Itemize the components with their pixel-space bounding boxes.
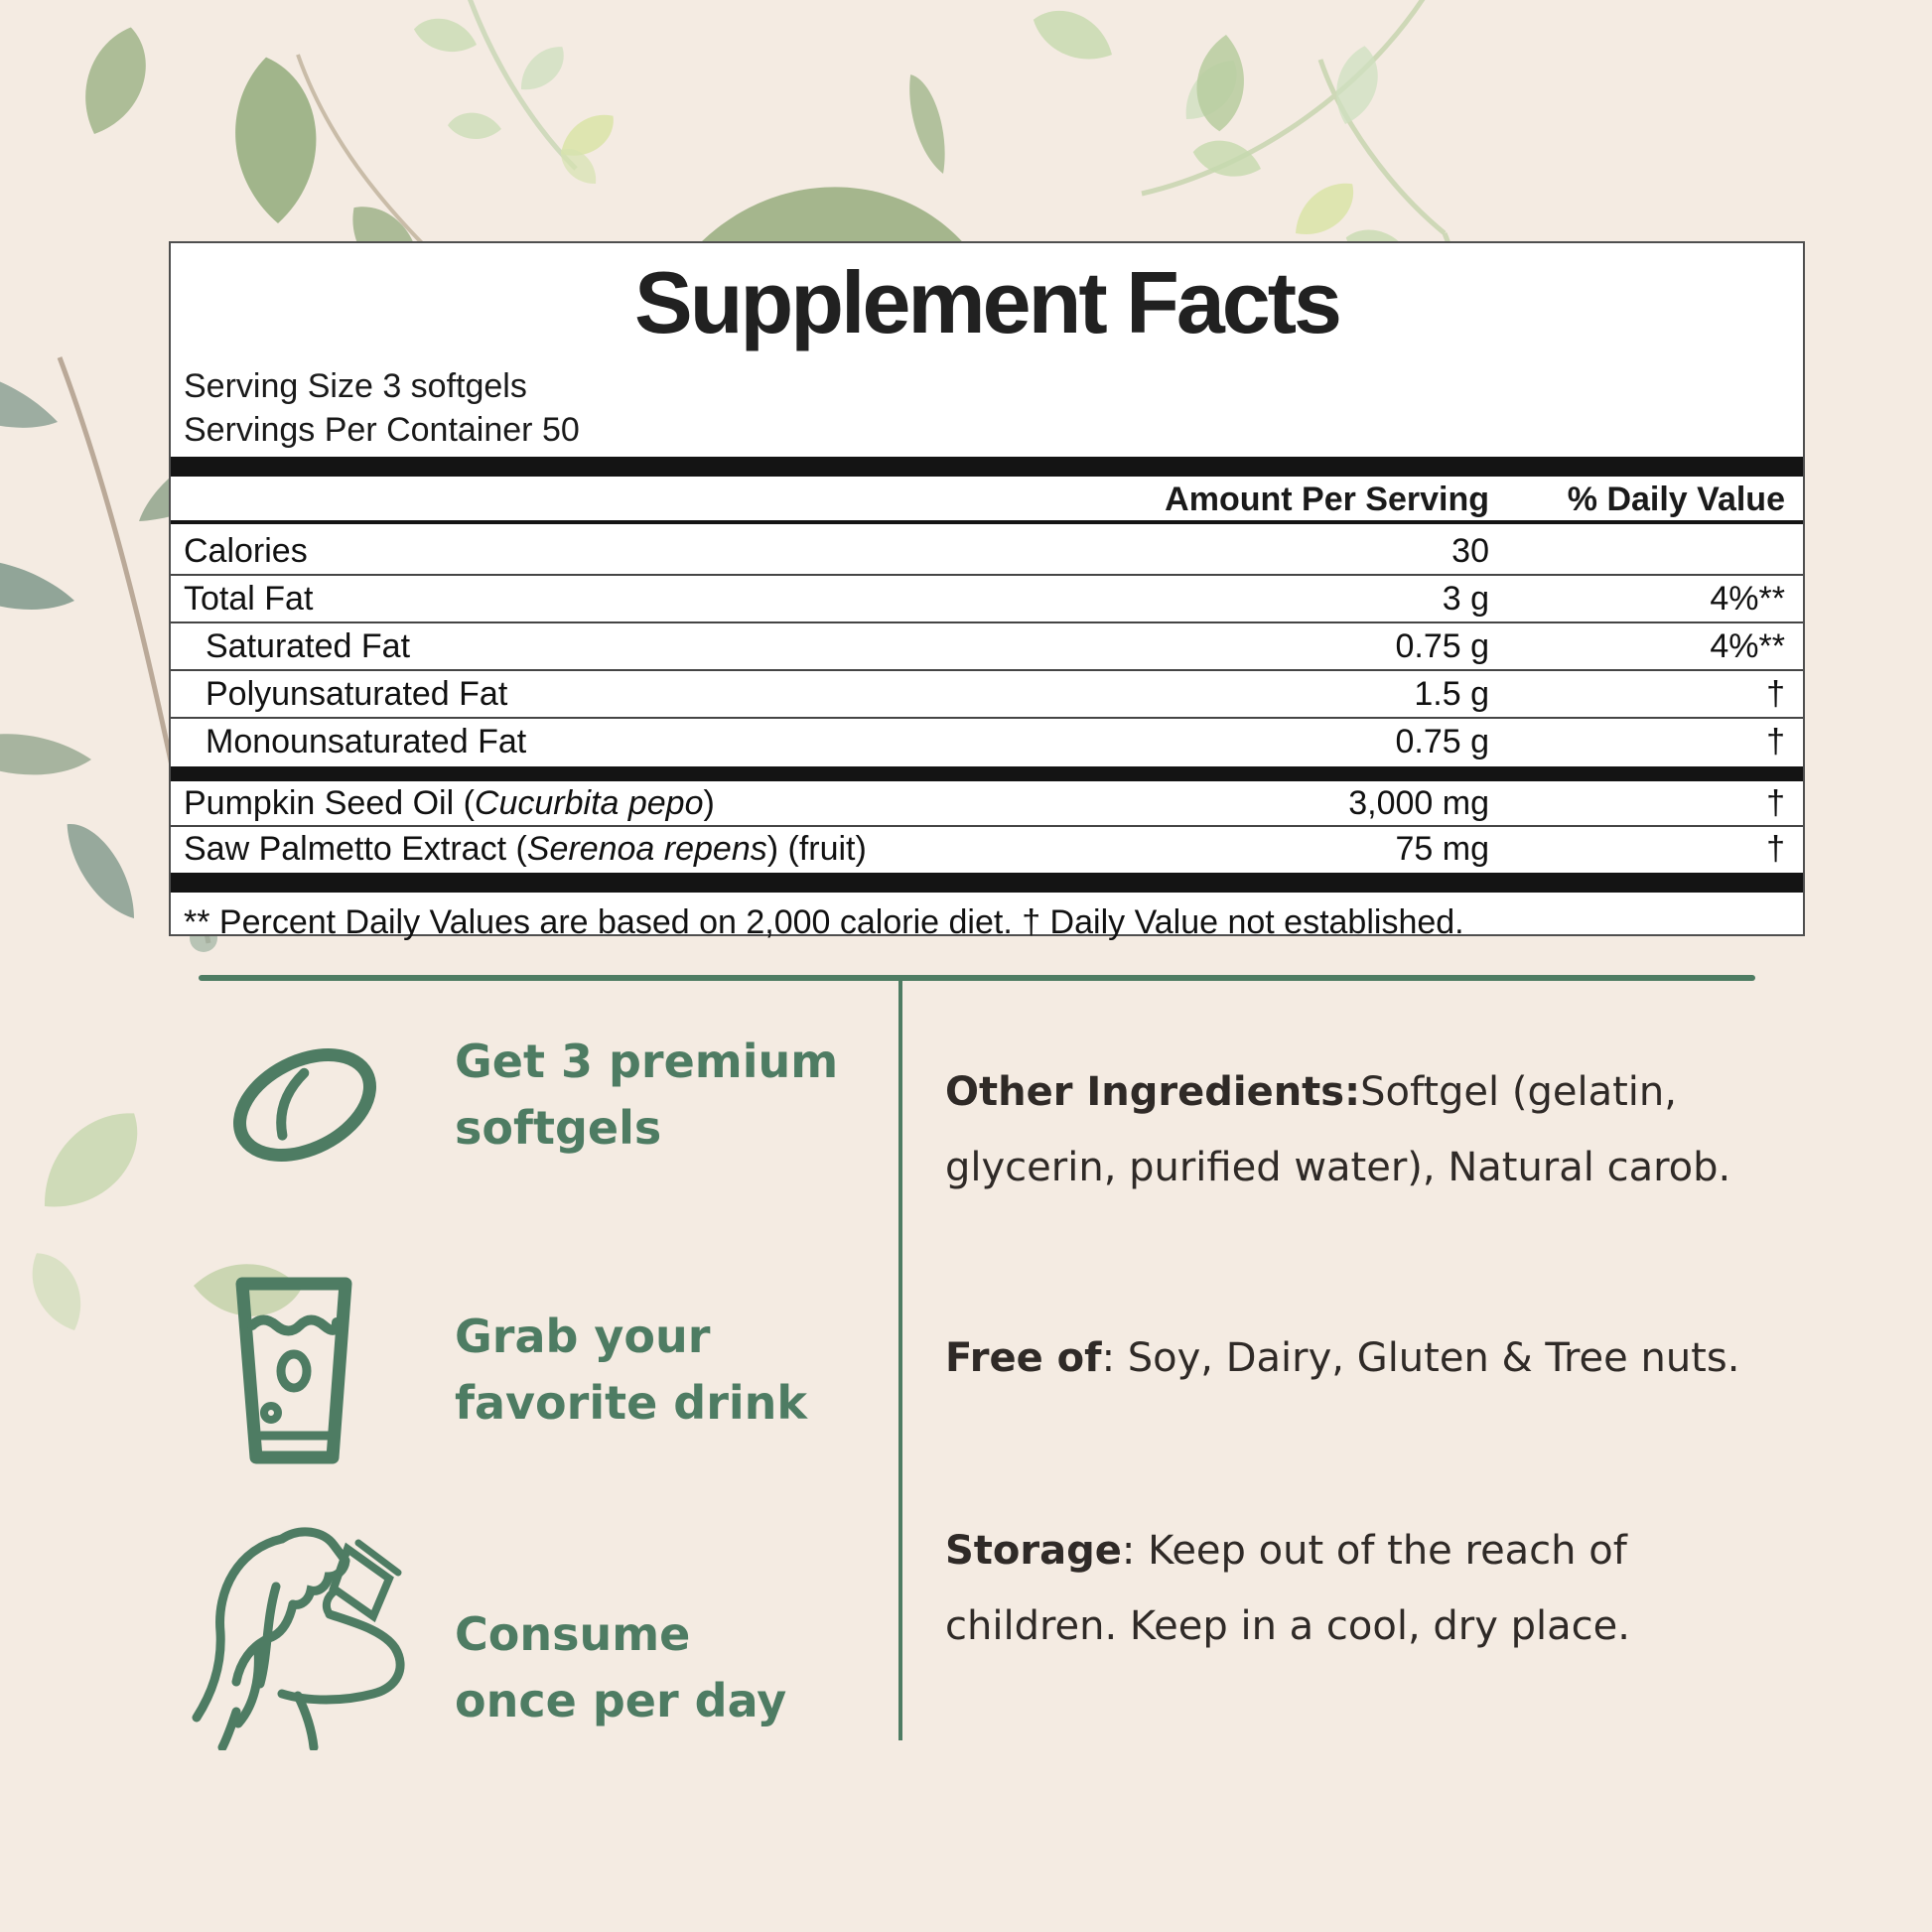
other-ingredients-text: Other Ingredients:Softgel (gelatin, glyc… xyxy=(945,1069,1731,1190)
table-row: Total Fat 3 g 4%** xyxy=(171,576,1803,623)
storage-heading: Storage xyxy=(945,1528,1122,1574)
supplement-facts-panel: Supplement Facts Serving Size 3 softgels… xyxy=(169,241,1805,941)
table-header: Amount Per Serving % Daily Value xyxy=(171,477,1803,524)
col-daily-value: % Daily Value xyxy=(1567,481,1785,518)
free-of-heading: Free of xyxy=(945,1335,1102,1381)
vertical-divider xyxy=(898,979,902,1740)
table-row: Saturated Fat 0.75 g 4%** xyxy=(171,623,1803,671)
woman-drinking-icon xyxy=(192,1527,405,1750)
table-row: Pumpkin Seed Oil (Cucurbita pepo) 3,000 … xyxy=(171,781,1803,827)
benefit-softgels-label: Get 3 premium softgels xyxy=(455,1035,839,1155)
table-row: Calories 30 xyxy=(171,528,1803,576)
table-row: Polyunsaturated Fat 1.5 g † xyxy=(171,671,1803,719)
benefit-drink-label: Grab your favorite drink xyxy=(455,1310,808,1430)
benefit-consume-label: Consume once per day xyxy=(455,1607,787,1727)
table-row: Monounsaturated Fat 0.75 g † xyxy=(206,723,1785,760)
other-ingredients-heading: Other Ingredients: xyxy=(945,1069,1361,1115)
serving-info: Serving Size 3 softgels Servings Per Con… xyxy=(184,364,580,452)
softgel-icon xyxy=(233,1048,376,1162)
thick-rule xyxy=(171,766,1803,781)
serving-size: Serving Size 3 softgels xyxy=(184,367,527,405)
daily-value-footnote: ** Percent Daily Values are based on 2,0… xyxy=(184,903,1464,941)
nutrition-rows: Calories 30 Total Fat 3 g 4%** Saturated… xyxy=(171,528,1803,942)
free-of-text: Free of: Soy, Dairy, Gluten & Tree nuts. xyxy=(945,1335,1740,1381)
table-row: Saw Palmetto Extract (Serenoa repens) (f… xyxy=(184,830,1785,868)
panel-title: Supplement Facts xyxy=(634,253,1342,351)
servings-per-container: Servings Per Container 50 xyxy=(184,411,580,449)
thick-rule xyxy=(171,457,1803,477)
drink-glass-icon xyxy=(235,1277,352,1464)
thick-rule xyxy=(171,873,1803,893)
horizontal-divider xyxy=(199,975,1755,981)
col-amount-per-serving: Amount Per Serving xyxy=(1165,481,1489,518)
storage-text: Storage: Keep out of the reach of childr… xyxy=(945,1528,1630,1649)
